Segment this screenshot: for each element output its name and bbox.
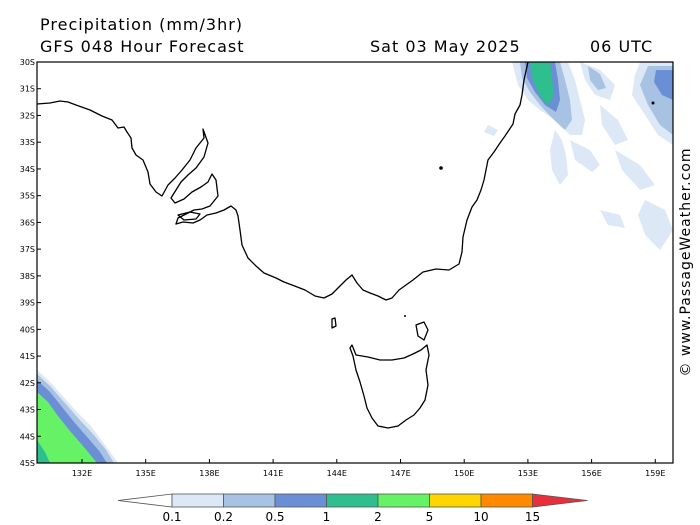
precip-area-ne (588, 66, 606, 90)
legend-tick-label: 5 (426, 510, 434, 524)
legend-swatch (117, 493, 173, 508)
precip-area-ne (570, 140, 600, 172)
website-watermark: © www.PassageWeather.com (678, 147, 694, 377)
lon-label: 132E (72, 469, 92, 478)
precip-area-ne (600, 105, 628, 145)
legend-tick-label: 1 (323, 510, 331, 524)
lat-label: 42S (20, 379, 35, 388)
island-marker (439, 166, 443, 170)
precip-layer (37, 62, 673, 463)
lat-label: 37S (20, 245, 35, 254)
legend-swatch (429, 493, 482, 508)
lat-label: 45S (20, 459, 35, 468)
mainland-coastline (37, 62, 529, 301)
lon-axis: 132E 135E 138E 141E 144E 147E 150E 153E 156E 159E (72, 459, 665, 478)
legend-swatch (480, 493, 533, 508)
legend-swatch (223, 493, 276, 508)
island-marker (404, 315, 406, 317)
lon-label: 150E (454, 469, 474, 478)
precip-area-ne (600, 210, 625, 228)
map-title: Precipitation (mm/3hr) (40, 15, 244, 34)
legend-swatch (532, 493, 588, 508)
map-frame (36, 61, 674, 464)
legend-tick-label: 0.1 (162, 510, 181, 524)
precip-area-ne (530, 62, 554, 105)
lon-label: 144E (327, 469, 347, 478)
legend-swatch (274, 493, 327, 508)
forecast-time: 06 UTC (590, 37, 654, 56)
island-marker (651, 101, 655, 105)
coastline (37, 62, 529, 429)
legend-tick-label: 15 (525, 510, 540, 524)
precip-area-ne (615, 150, 655, 190)
flinders-island-coastline (415, 321, 429, 341)
precip-area-sw (37, 392, 97, 463)
precip-area-ne (638, 200, 673, 250)
lat-axis: 30S 31S 32S 33S 34S 35S 36S 37S 38S 39S 40S 41S 42S 4… (20, 58, 41, 468)
lat-label: 38S (20, 272, 35, 281)
lat-label: 31S (20, 85, 35, 94)
tasmania-coastline (349, 344, 430, 429)
lat-label: 35S (20, 192, 35, 201)
precip-area-ne (654, 70, 673, 100)
lat-label: 41S (20, 352, 35, 361)
legend-swatch (377, 493, 430, 508)
lat-label: 36S (20, 218, 35, 227)
lat-label: 39S (20, 299, 35, 308)
lat-label: 30S (20, 58, 35, 67)
forecast-subtitle: GFS 048 Hour Forecast (40, 37, 245, 56)
legend-swatch (171, 493, 224, 508)
legend-tick-label: 10 (473, 510, 488, 524)
lon-label: 147E (390, 469, 410, 478)
legend-tick-label: 0.2 (214, 510, 233, 524)
precip-area-ne (484, 125, 498, 136)
lat-label: 40S (20, 325, 35, 334)
precip-legend: 0.1 0.2 0.5 1 2 5 10 15 (117, 493, 588, 524)
legend-tick-label: 2 (374, 510, 382, 524)
lat-label: 32S (20, 111, 35, 120)
lon-label: 141E (263, 469, 283, 478)
king-island-coastline (331, 317, 337, 329)
legend-swatch (326, 493, 379, 508)
lat-label: 43S (20, 406, 35, 415)
precip-area-sw (37, 440, 50, 463)
lat-label: 33S (20, 138, 35, 147)
forecast-date: Sat 03 May 2025 (370, 37, 521, 56)
lat-label: 44S (20, 432, 35, 441)
kangaroo-island-coastline (177, 211, 201, 221)
lat-label: 34S (20, 165, 35, 174)
lon-label: 156E (581, 469, 601, 478)
precip-area-ne (550, 130, 568, 185)
lon-label: 135E (136, 469, 156, 478)
lon-label: 159E (645, 469, 665, 478)
legend-tick-label: 0.5 (265, 510, 284, 524)
lon-label: 138E (199, 469, 219, 478)
lon-label: 153E (518, 469, 538, 478)
